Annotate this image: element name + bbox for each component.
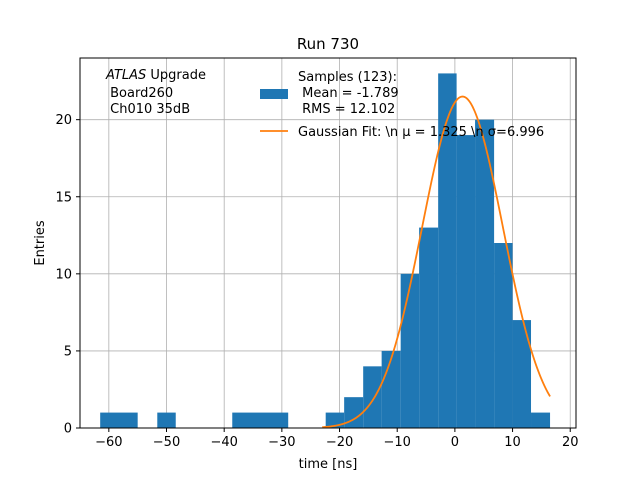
histogram-bar — [512, 320, 532, 428]
legend: Samples (123): Mean = -1.789 RMS = 12.10… — [260, 70, 544, 140]
y-tick-label: 5 — [64, 344, 72, 359]
histogram-bar — [381, 350, 401, 428]
histogram-bar — [531, 412, 551, 428]
histogram-bar — [419, 227, 439, 428]
x-tick-label: −30 — [268, 435, 295, 450]
histogram-bar — [100, 412, 138, 428]
annotation-line-1: Upgrade — [146, 68, 206, 83]
annotation-italic: ATLAS — [105, 68, 146, 83]
legend-fit-label: Gaussian Fit: \n μ = 1.325 \n σ=6.996 — [298, 125, 544, 140]
x-tick-label: −60 — [95, 435, 122, 450]
histogram-bar — [400, 273, 420, 428]
legend-samples-line-3: RMS = 12.102 — [298, 102, 395, 117]
y-axis-ticks: 0 5 10 15 20 — [55, 113, 80, 437]
plot-frame — [79, 57, 577, 429]
y-tick-label: 10 — [55, 267, 72, 282]
legend-samples-line-1: Samples (123): — [298, 70, 397, 85]
y-tick-label: 20 — [55, 113, 72, 128]
histogram-bar — [456, 135, 476, 429]
annotation: ATLAS Upgrade Board260 Ch010 35dB — [105, 68, 206, 117]
chart-title: Run 730 — [297, 35, 359, 53]
histogram-bar — [438, 73, 457, 429]
legend-patch — [260, 89, 288, 99]
histogram-bar — [363, 366, 382, 428]
x-tick-label: 10 — [504, 435, 521, 450]
x-tick-label: −10 — [383, 435, 410, 450]
y-tick-label: 0 — [64, 422, 72, 437]
legend-samples-line-2: Mean = -1.789 — [298, 86, 399, 101]
histogram-bar — [232, 412, 289, 428]
svg-text:ATLAS Upgrade: ATLAS Upgrade — [105, 68, 206, 83]
histogram-bar — [494, 243, 513, 428]
histogram-bar — [475, 119, 495, 429]
histogram-bar — [344, 397, 364, 428]
x-tick-label: 20 — [562, 435, 579, 450]
y-axis-label: Entries — [33, 220, 48, 266]
x-tick-label: −50 — [153, 435, 180, 450]
x-tick-label: −40 — [210, 435, 237, 450]
histogram-bar — [157, 412, 176, 428]
x-tick-label: −20 — [326, 435, 353, 450]
gaussian-fit-curve — [322, 95, 551, 429]
y-tick-label: 15 — [55, 190, 72, 205]
x-axis-ticks: −60 −50 −40 −30 −20 −10 0 10 20 — [95, 428, 579, 450]
annotation-line-3: Ch010 35dB — [106, 102, 190, 117]
x-tick-label: 0 — [451, 435, 459, 450]
x-axis-label: time [ns] — [299, 457, 358, 472]
annotation-line-2: Board260 — [106, 86, 173, 101]
